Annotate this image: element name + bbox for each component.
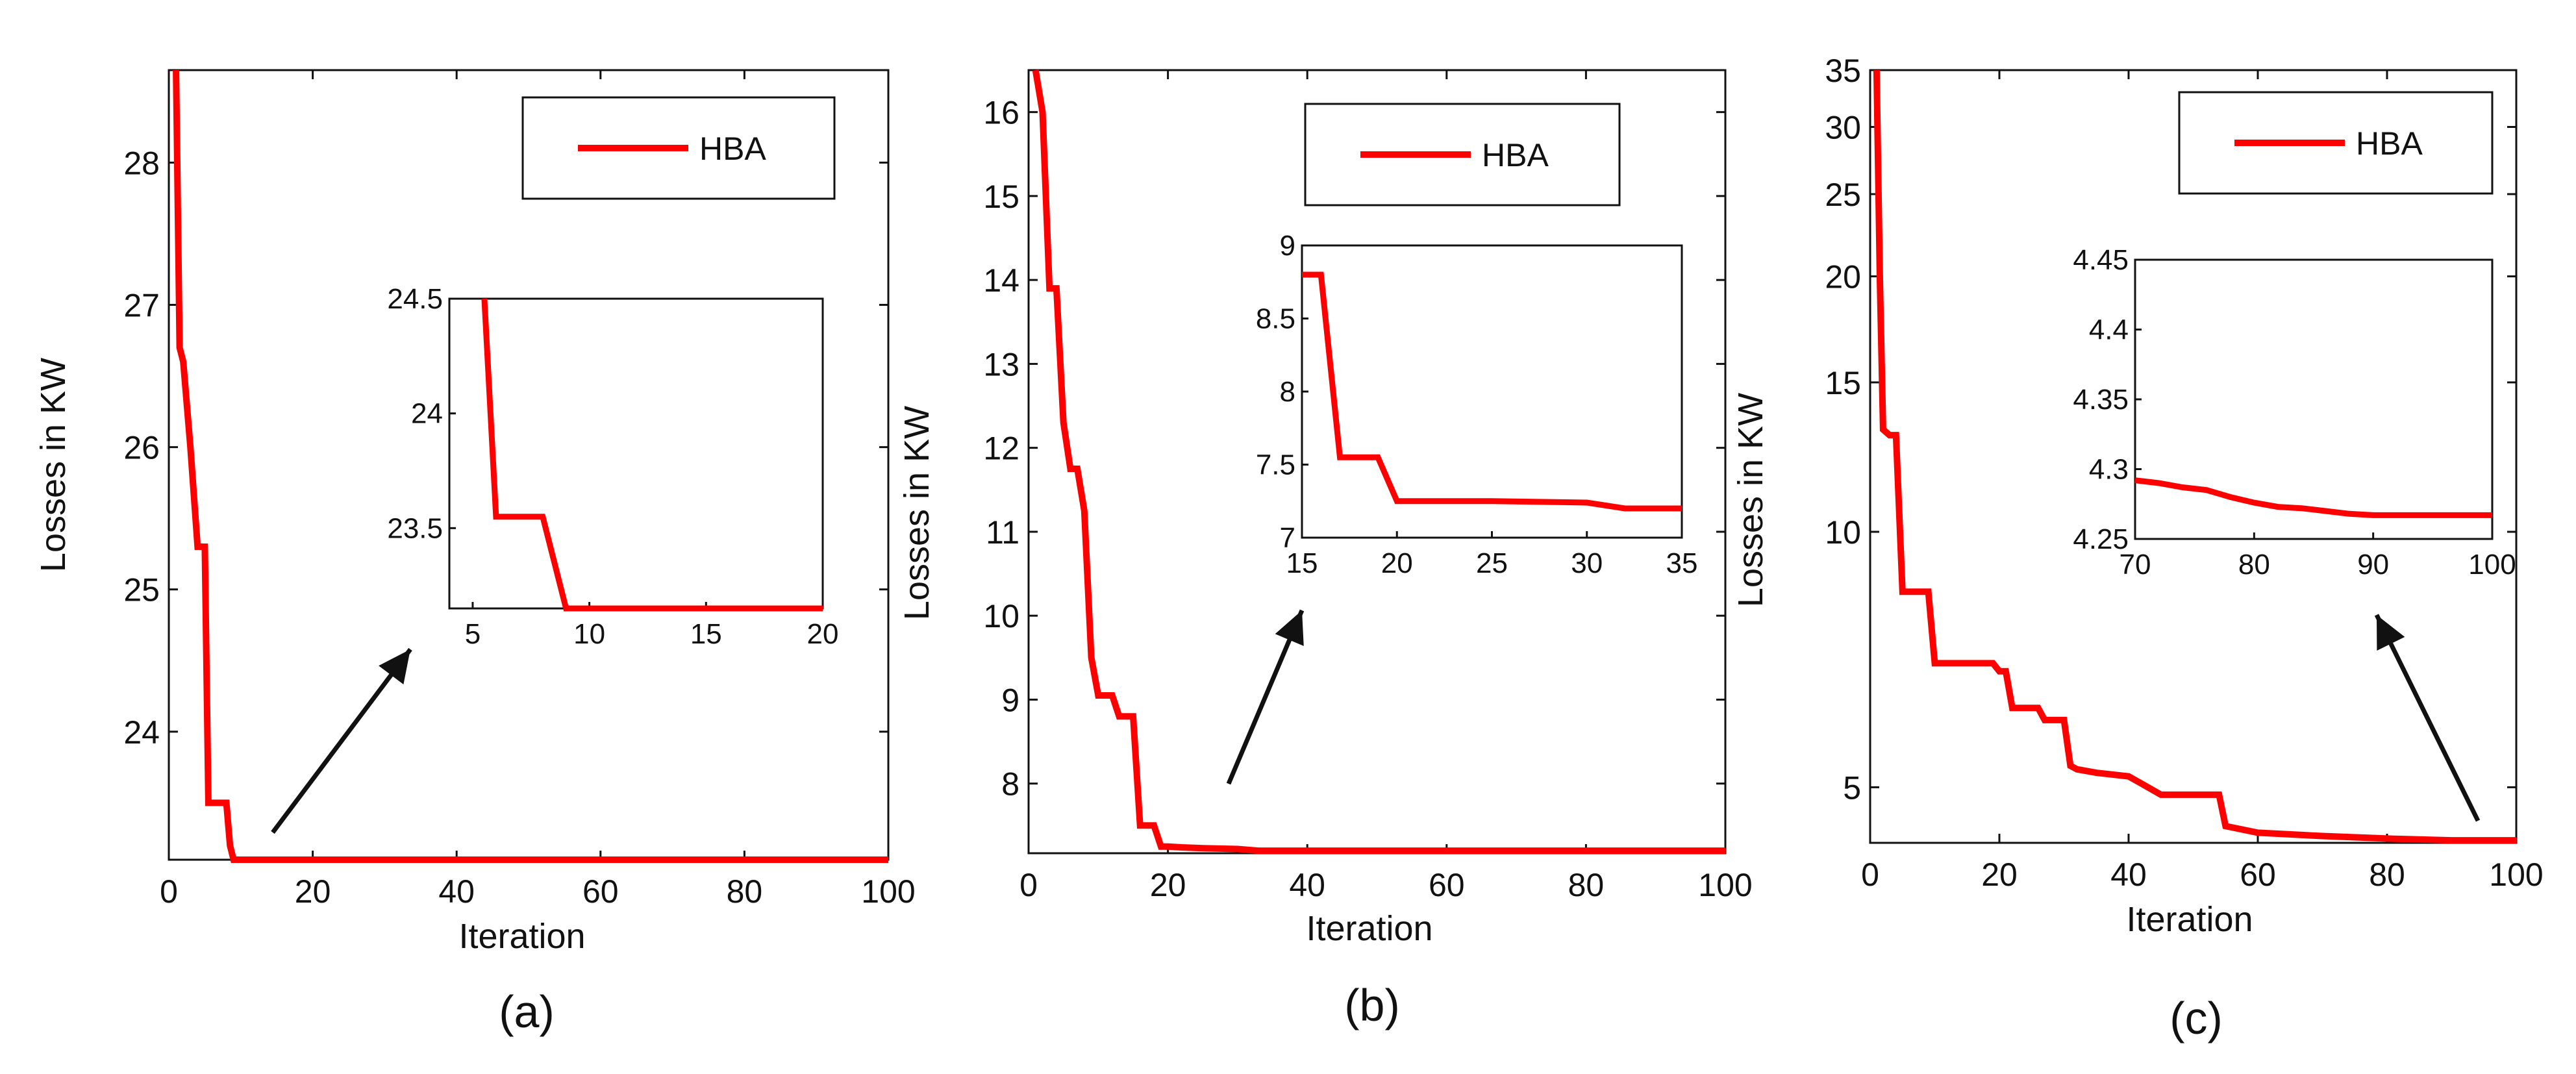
inset-x-tick-label: 100 [2468,549,2516,581]
x-tick-label: 20 [1981,856,2018,893]
inset-area [2134,258,2494,540]
x-tick-label: 60 [1429,867,1465,903]
inset-y-tick-label: 7.5 [1256,449,1295,481]
inset-x-tick-label: 10 [573,618,605,650]
y-tick-label: 30 [1825,109,1861,145]
inset-zoom: 15 20 25 30 35 7 7.5 8 8.5 9 [1256,230,1698,579]
x-tick-label: 80 [2369,856,2405,893]
inset-zoom: 5 10 15 20 23.5 24 24.5 [387,283,838,650]
inset-zoom: 70 80 90 100 4.25 4.3 4.35 4.4 4.45 [2073,244,2516,581]
x-tick-label: 60 [582,873,619,910]
inset-x-tick-label: 15 [1286,547,1318,579]
y-tick-label: 24 [123,714,160,751]
y-tick-label: 15 [1825,365,1861,401]
series-line-hba [173,69,888,863]
inset-y-tick-label: 4.45 [2073,244,2129,276]
x-tick-label: 40 [1289,867,1325,903]
y-tick-label: 25 [123,572,160,608]
x-tick-label: 100 [2489,856,2543,893]
x-tick-label: 100 [861,873,915,910]
x-axis-label: Iteration [458,917,585,956]
inset-x-tick-label: 35 [1666,547,1698,579]
chart-panel-3: 0 20 40 60 80 100 5 10 15 20 25 30 35 Iteration Losses… [1731,53,2544,1043]
inset-y-tick-label: 4.3 [2089,454,2129,486]
y-tick-label: 28 [123,145,160,181]
inset-y-tick-label: 8 [1280,376,1295,408]
y-tick-label: 16 [983,95,1019,131]
legend-label-hba: HBA [1482,137,1549,173]
x-tick-label: 100 [1698,867,1752,903]
y-tick-label: 13 [983,346,1019,382]
panel-caption: (b) [1344,980,1400,1030]
y-tick-label: 8 [1001,766,1019,803]
y-tick-label: 9 [1001,682,1019,718]
inset-y-tick-label: 4.25 [2073,523,2129,555]
inset-y-tick-label: 9 [1280,230,1295,262]
inset-series-line-hba [1302,271,1682,512]
inset-y-tick-label: 24.5 [387,283,443,315]
inset-y-tick-label: 4.4 [2089,314,2129,346]
x-tick-label: 0 [1861,856,1879,893]
inset-series-line-hba [481,298,823,612]
y-tick-label: 10 [1825,514,1861,551]
inset-x-tick-label: 15 [690,618,722,650]
panel-caption: (a) [499,986,555,1037]
legend-label-hba: HBA [699,131,766,167]
inset-x-tick-label: 20 [1381,547,1413,579]
zoom-arrow-head [1275,610,1304,646]
y-tick-label: 25 [1825,177,1861,213]
inset-x-tick-label: 5 [465,618,481,650]
x-axis-label: Iteration [2126,900,2253,939]
x-tick-label: 80 [1568,867,1605,903]
inset-x-tick-label: 90 [2357,549,2389,581]
series-line-hba [1032,69,1725,855]
y-tick-label: 20 [1825,259,1861,295]
chart-panel-1: 0 20 40 60 80 100 24 25 26 27 28 Iteration Losses in… [34,69,916,1037]
x-tick-label: 0 [1019,867,1038,903]
inset-x-tick-label: 80 [2238,549,2270,581]
chart-panel-2: 0 20 40 60 80 100 8 9 10 11 12 13 14 15 16 Iteration Los… [897,69,1753,1030]
y-tick-label: 26 [123,430,160,466]
y-tick-label: 15 [983,179,1019,215]
inset-area [1301,244,1683,539]
y-tick-label: 35 [1825,53,1861,89]
y-tick-label: 14 [983,262,1019,299]
panel-caption: (c) [2170,993,2223,1043]
x-tick-label: 40 [438,873,475,910]
x-tick-label: 20 [1150,867,1186,903]
inset-y-tick-label: 8.5 [1256,303,1295,335]
y-tick-label: 11 [986,514,1019,551]
inset-y-tick-label: 4.35 [2073,384,2129,416]
y-axis-label: Losses in KW [34,358,73,572]
y-axis-label: Losses in KW [897,406,936,620]
inset-y-tick-label: 23.5 [387,512,443,544]
x-tick-label: 80 [727,873,763,910]
inset-series-line-hba [2134,477,2492,518]
zoom-arrow [2374,614,2481,822]
x-tick-label: 40 [2110,856,2147,893]
zoom-arrow-head [2377,615,2405,651]
inset-y-tick-label: 24 [411,398,443,430]
inset-x-tick-label: 25 [1476,547,1508,579]
inset-x-tick-label: 70 [2120,549,2151,581]
x-tick-label: 20 [295,873,331,910]
zoom-arrow [271,647,412,834]
inset-x-tick-label: 30 [1571,547,1603,579]
series-line-hba [1873,69,2516,844]
zoom-arrow-head [379,649,410,684]
inset-x-tick-label: 20 [807,618,839,650]
inset-y-tick-label: 7 [1280,522,1295,554]
y-tick-label: 27 [123,288,160,324]
x-tick-label: 0 [160,873,178,910]
y-tick-label: 10 [983,598,1019,634]
x-tick-label: 60 [2240,856,2276,893]
x-axis-label: Iteration [1306,909,1432,948]
legend-label-hba: HBA [2356,125,2423,162]
inset-area [448,297,824,610]
y-axis-label: Losses in KW [1731,393,1770,607]
y-tick-label: 12 [983,431,1019,467]
y-tick-label: 5 [1843,769,1861,806]
